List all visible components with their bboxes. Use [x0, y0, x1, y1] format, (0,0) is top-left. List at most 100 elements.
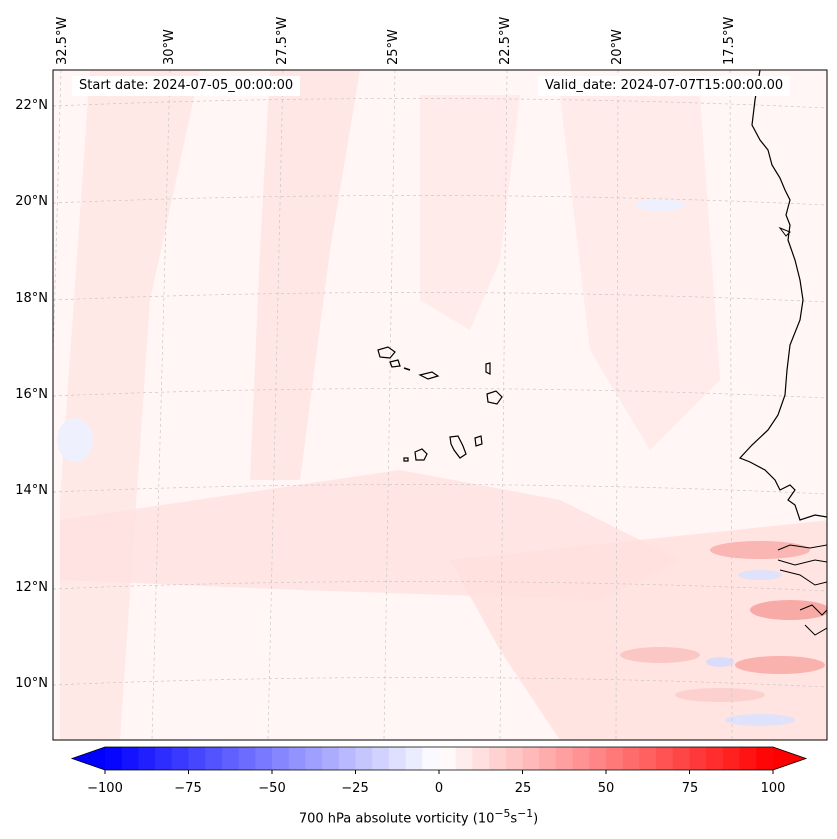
- colorbar-segment: [706, 747, 724, 770]
- meridian-line: [267, 70, 284, 740]
- bijagos-coast: [799, 604, 827, 616]
- island-santo-antao: [377, 346, 396, 359]
- colorbar-segment: [656, 747, 674, 770]
- vorticity-max: [750, 600, 827, 620]
- colorbar-segment: [539, 747, 557, 770]
- colorbar-segment: [522, 747, 540, 770]
- lon-label: 17.5°W: [722, 16, 737, 65]
- lon-label: 27.5°W: [275, 16, 290, 65]
- guinea-bissau-coast: [779, 569, 827, 586]
- colorbar-segment: [255, 747, 273, 770]
- vorticity-max: [620, 647, 700, 663]
- colorbar-segment: [455, 747, 473, 770]
- vorticity-min: [57, 418, 93, 462]
- colorbar-label-text: 700 hPa absolute vorticity (10: [298, 811, 495, 827]
- colorbar-segment: [489, 747, 507, 770]
- colorbar-segment: [672, 747, 690, 770]
- colorbar-segment: [322, 747, 340, 770]
- colorbar-segment: [589, 747, 607, 770]
- lat-label: 10°N: [15, 676, 48, 691]
- lat-label: 14°N: [15, 483, 48, 498]
- parallel-line: [53, 677, 827, 688]
- colorbar-segment: [555, 747, 574, 770]
- colorbar-tick: −100: [87, 781, 123, 796]
- island-boa-vista: [486, 390, 503, 405]
- parallel-line: [53, 581, 827, 592]
- colorbar-segment: [472, 747, 490, 770]
- vorticity-band: [560, 95, 720, 450]
- colorbar-tick: −25: [341, 781, 369, 796]
- colorbar-label-unit: s: [510, 811, 518, 827]
- lon-label: 22.5°W: [498, 16, 513, 65]
- colorbar-segment: [405, 747, 423, 770]
- colorbar-segment: [138, 747, 156, 770]
- colorbar-tick: 50: [597, 781, 615, 796]
- map-frame: [52, 69, 828, 741]
- lat-label: 16°N: [15, 387, 48, 402]
- lon-label: 20°W: [610, 29, 625, 65]
- colorbar-segment: [422, 747, 440, 770]
- vorticity-max: [675, 688, 765, 702]
- colorbar-segment: [105, 747, 123, 770]
- vorticity-min: [706, 657, 734, 667]
- vorticity-band: [420, 95, 520, 330]
- island-brava: [403, 457, 409, 462]
- parallel-line: [53, 292, 827, 303]
- colorbar-segment: [205, 747, 223, 770]
- colorbar-tick: −50: [258, 781, 286, 796]
- island-santa-luzia: [403, 367, 411, 371]
- colorbar-segment: [639, 747, 657, 770]
- lat-label: 18°N: [15, 291, 48, 306]
- colorbar-segment: [288, 747, 306, 770]
- vorticity-field: [53, 70, 827, 740]
- meridian-line: [151, 70, 171, 740]
- meridian-line: [729, 70, 733, 740]
- lon-label: 32.5°W: [55, 16, 70, 65]
- lat-label: 12°N: [15, 580, 48, 595]
- island-maio: [474, 435, 483, 447]
- colorbar-label-exp: −1: [517, 807, 534, 820]
- colorbar-segment: [388, 747, 407, 770]
- colorbar-segment: [305, 747, 323, 770]
- island-santiago: [449, 435, 467, 459]
- colorbar-segment: [439, 747, 457, 770]
- lon-label: 30°W: [162, 29, 177, 65]
- meridian-line: [499, 70, 508, 740]
- colorbar-tick: 0: [434, 781, 444, 796]
- island-sao-nicolau: [418, 371, 440, 380]
- lon-label: 25°W: [386, 29, 401, 65]
- lat-label: 22°N: [15, 98, 48, 113]
- colorbar-segment: [739, 747, 757, 770]
- colorbar-segment: [171, 747, 189, 770]
- colorbar-segment: [355, 747, 373, 770]
- vorticity-min: [725, 714, 795, 726]
- island-sal: [485, 362, 491, 375]
- colorbar-segment: [505, 747, 523, 770]
- colorbar-segment: [372, 747, 390, 770]
- meridian-line: [53, 70, 62, 361]
- parallel-line: [53, 195, 827, 206]
- colorbar-segment: [756, 747, 774, 770]
- colorbar-tick: 75: [681, 781, 699, 796]
- island-fogo: [414, 448, 428, 461]
- colorbar-segment: [722, 747, 741, 770]
- vorticity-max: [710, 541, 810, 559]
- parallel-line: [53, 388, 827, 399]
- colorbar: [70, 746, 808, 774]
- colorbar-segment: [155, 747, 173, 770]
- island-sao-vicente: [389, 359, 401, 368]
- colorbar-segment: [272, 747, 290, 770]
- coast-islet: [778, 226, 791, 237]
- gambia-coast: [777, 559, 827, 566]
- colorbar-segment: [188, 747, 206, 770]
- vorticity-band: [250, 70, 360, 480]
- colorbar-extend-max: [773, 747, 806, 770]
- colorbar-segment: [622, 747, 640, 770]
- colorbar-label: 700 hPa absolute vorticity (10−5s−1): [0, 807, 837, 826]
- valid-date-label: Valid_date: 2024-07-07T15:00:00.00: [538, 76, 791, 96]
- vorticity-min: [738, 570, 782, 580]
- colorbar-label-exp: −5: [494, 807, 511, 820]
- colorbar-segment: [572, 747, 590, 770]
- vorticity-max: [735, 656, 825, 674]
- parallel-line: [53, 484, 827, 495]
